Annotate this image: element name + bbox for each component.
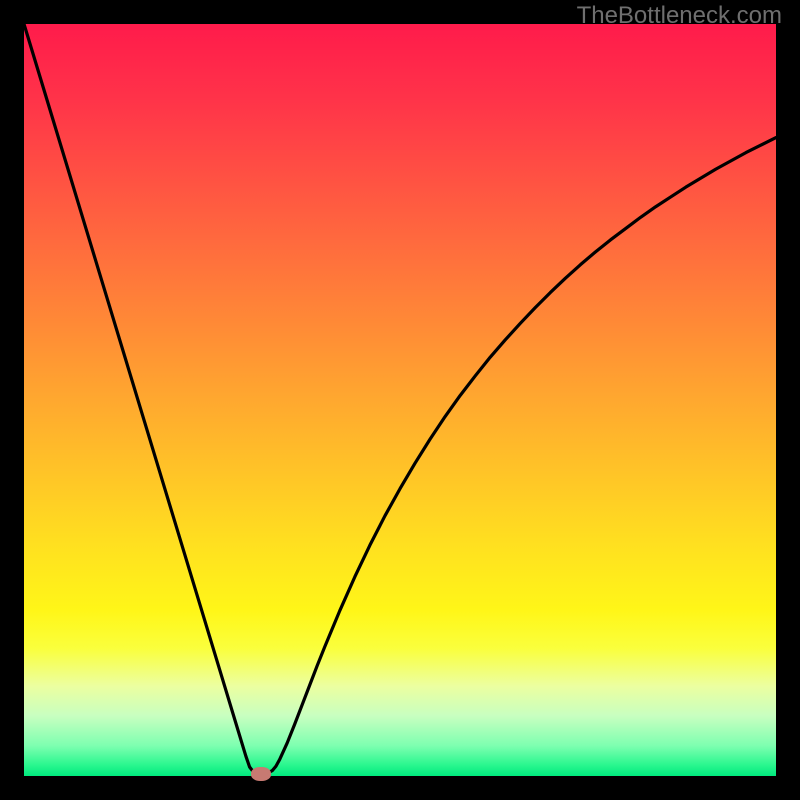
curve-path (24, 24, 776, 774)
chart-container: TheBottleneck.com (0, 0, 800, 800)
watermark-text: TheBottleneck.com (577, 2, 782, 30)
plot-area (24, 24, 776, 776)
optimum-marker (251, 767, 271, 781)
bottleneck-curve (24, 24, 776, 776)
